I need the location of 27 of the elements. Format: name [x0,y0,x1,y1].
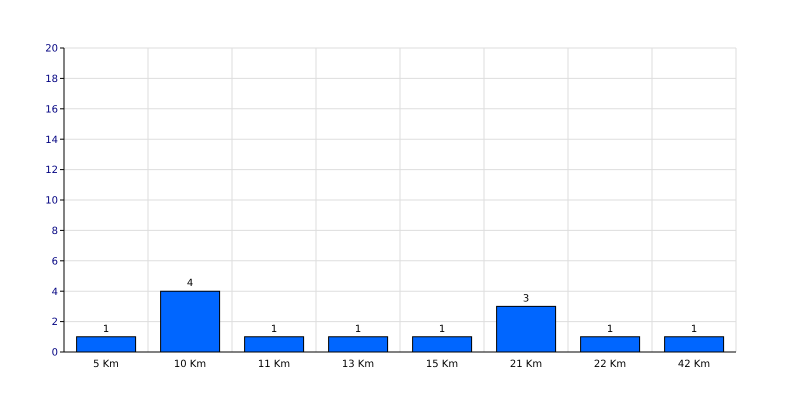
data-label: 1 [270,324,278,335]
x-tick-label: 5 Km [93,359,119,370]
data-label: 1 [606,324,614,335]
x-tick-label: 22 Km [594,359,626,370]
x-tick-label: 11 Km [258,359,290,370]
y-tick-label: 8 [52,226,58,237]
y-tick-label: 10 [45,196,58,207]
data-label: 3 [522,293,530,304]
x-tick-label: 13 Km [342,359,374,370]
x-tick-label: 15 Km [426,359,458,370]
data-label: 1 [690,324,698,335]
y-tick-label: 0 [52,348,58,359]
y-tick-label: 4 [52,286,58,298]
y-tick-label: 16 [45,104,58,116]
x-tick-label: 21 Km [510,359,542,370]
x-tick-label: 10 Km [174,359,206,370]
data-label: 4 [186,278,194,290]
data-label: 1 [102,324,110,335]
y-tick-label: 12 [45,165,58,176]
x-tick-label: 42 Km [678,359,710,370]
y-tick-label: 20 [45,44,58,55]
data-label: 1 [438,324,446,335]
y-tick-label: 2 [52,317,58,328]
y-tick-label: 18 [45,74,58,85]
y-tick-label: 6 [52,256,58,268]
y-tick-label: 14 [45,134,58,146]
data-label: 1 [354,324,362,335]
